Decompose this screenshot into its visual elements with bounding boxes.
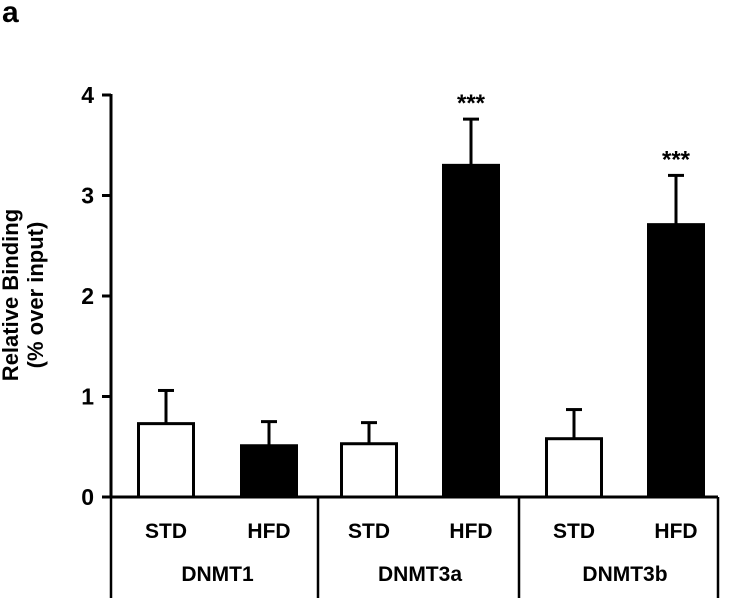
y-tick-label: 1 xyxy=(81,384,94,410)
condition-label: HFD xyxy=(654,520,697,543)
bar-dnmt3a-hfd xyxy=(442,163,500,499)
y-tick-label: 2 xyxy=(81,283,94,309)
bar-dnmt1-std xyxy=(137,422,195,499)
bar-dnmt3b-hfd xyxy=(647,223,705,499)
y-tick-label: 0 xyxy=(81,484,94,510)
condition-label: STD xyxy=(348,520,390,543)
condition-label: HFD xyxy=(247,520,290,543)
condition-label: HFD xyxy=(449,520,492,543)
y-tick-label: 4 xyxy=(81,82,94,108)
condition-label: STD xyxy=(145,520,187,543)
bar-dnmt3b-std xyxy=(545,437,603,499)
group-label: DNMT3b xyxy=(582,563,667,586)
y-tick-label: 3 xyxy=(81,183,94,209)
condition-label: STD xyxy=(553,520,595,543)
bar-dnmt1-hfd xyxy=(240,444,298,499)
bar-dnmt3a-std xyxy=(340,442,398,499)
group-label: DNMT3a xyxy=(378,563,462,586)
significance-marker: *** xyxy=(662,146,691,173)
group-label: DNMT1 xyxy=(181,563,254,586)
significance-marker: *** xyxy=(457,90,486,117)
panel-letter: a xyxy=(2,0,19,29)
